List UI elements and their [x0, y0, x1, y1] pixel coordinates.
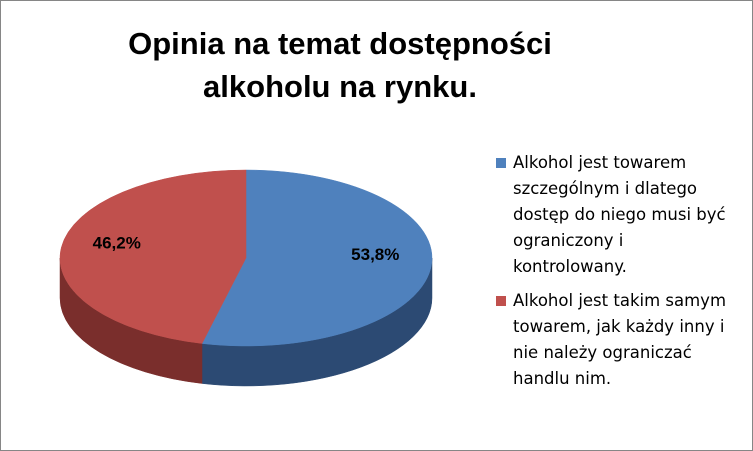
legend-swatch	[496, 296, 506, 306]
legend-swatch	[496, 158, 506, 168]
slice	[59, 169, 247, 344]
data-label: 46,2%	[93, 234, 141, 253]
chart-title: Opinia na temat dostępności alkoholu na …	[128, 26, 552, 104]
slice	[201, 169, 433, 347]
legend-entry: Alkohol jest takim samym towarem, jak ka…	[496, 288, 736, 392]
data-label: 53,8%	[351, 245, 399, 264]
legend-label: Alkohol jest takim samym towarem, jak ka…	[513, 291, 727, 388]
legend-label: Alkohol jest towarem szczególnym i dlate…	[513, 153, 726, 276]
legend-entry: Alkohol jest towarem szczególnym i dlate…	[496, 150, 736, 280]
